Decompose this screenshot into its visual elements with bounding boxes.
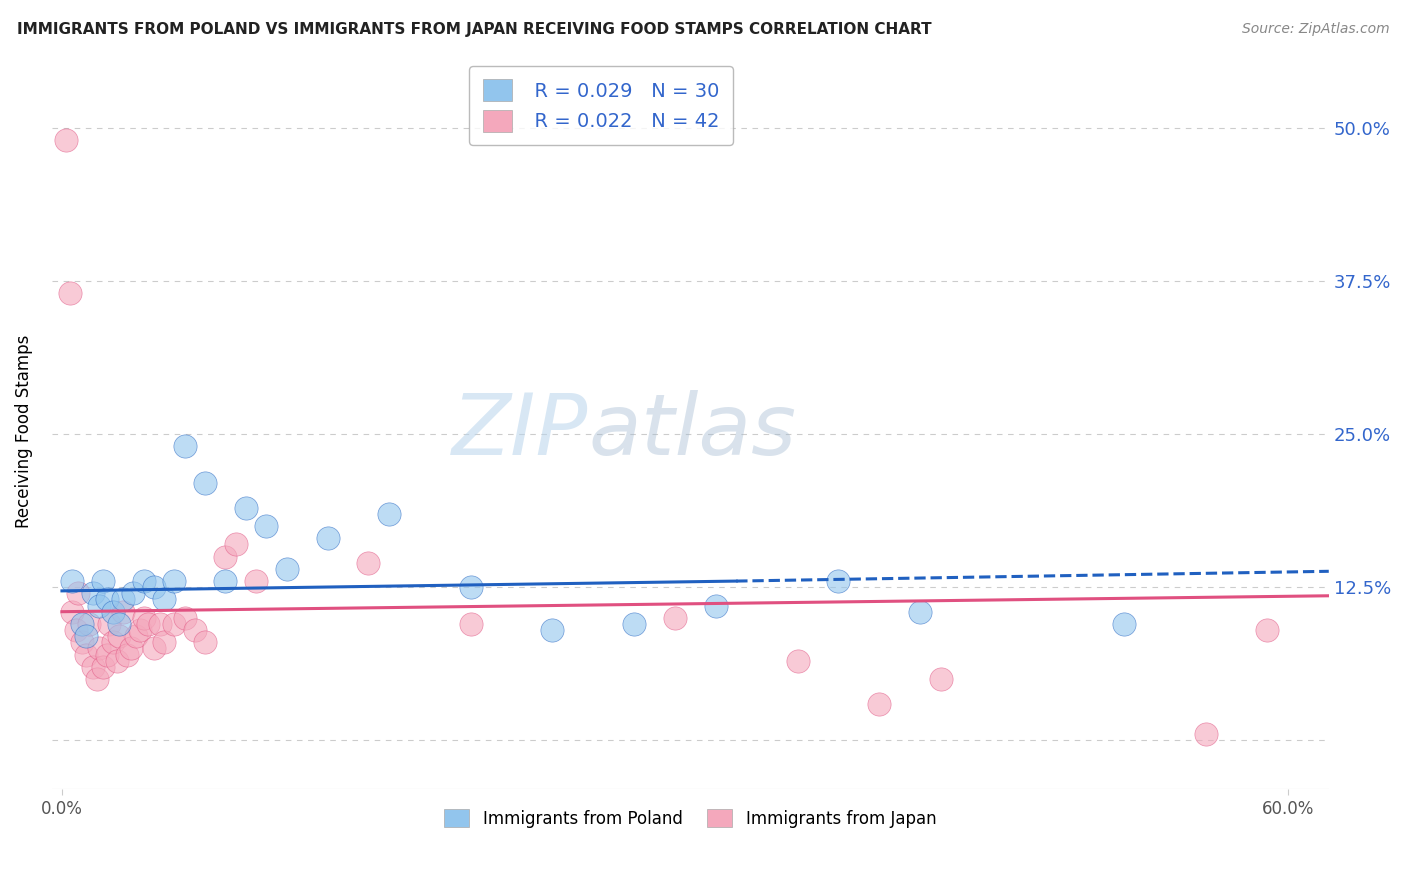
Point [149, 616, 172, 631]
Point [827, 574, 849, 588]
Point [194, 476, 217, 491]
Point [153, 635, 176, 649]
Point [86, 672, 108, 686]
Point [87, 599, 110, 613]
Point [214, 574, 236, 588]
Point [76, 648, 98, 662]
Point [929, 672, 952, 686]
Point [225, 537, 247, 551]
Point [101, 605, 124, 619]
Point [97, 616, 120, 631]
Point [1256, 623, 1278, 637]
Point [153, 592, 176, 607]
Point [108, 616, 131, 631]
Point [96, 592, 118, 607]
Point [101, 635, 124, 649]
Point [87, 641, 110, 656]
Point [105, 654, 128, 668]
Point [357, 556, 380, 570]
Point [72, 635, 94, 649]
Point [120, 641, 142, 656]
Point [664, 611, 686, 625]
Point [623, 616, 645, 631]
Point [60, 605, 83, 619]
Point [91, 574, 114, 588]
Point [108, 629, 131, 643]
Point [96, 648, 118, 662]
Point [704, 599, 727, 613]
Point [76, 629, 98, 643]
Point [59, 286, 82, 301]
Point [132, 574, 155, 588]
Point [65, 623, 87, 637]
Point [117, 648, 139, 662]
Y-axis label: Receiving Food Stamps: Receiving Food Stamps [15, 334, 32, 528]
Point [136, 616, 159, 631]
Point [541, 623, 564, 637]
Point [214, 549, 236, 564]
Point [316, 531, 339, 545]
Point [91, 660, 114, 674]
Point [235, 500, 257, 515]
Text: IMMIGRANTS FROM POLAND VS IMMIGRANTS FROM JAPAN RECEIVING FOOD STAMPS CORRELATIO: IMMIGRANTS FROM POLAND VS IMMIGRANTS FRO… [17, 22, 932, 37]
Point [112, 592, 135, 607]
Point [82, 660, 104, 674]
Point [184, 623, 207, 637]
Point [163, 574, 186, 588]
Point [122, 586, 145, 600]
Point [1114, 616, 1136, 631]
Point [60, 574, 83, 588]
Point [378, 507, 401, 521]
Point [245, 574, 267, 588]
Point [163, 616, 186, 631]
Point [868, 697, 890, 711]
Point [142, 641, 165, 656]
Text: atlas: atlas [588, 390, 796, 473]
Point [173, 439, 195, 453]
Point [132, 611, 155, 625]
Text: ZIP: ZIP [451, 390, 588, 473]
Point [460, 580, 482, 594]
Point [786, 654, 808, 668]
Legend: Immigrants from Poland, Immigrants from Japan: Immigrants from Poland, Immigrants from … [437, 803, 943, 835]
Point [173, 611, 195, 625]
Point [72, 616, 94, 631]
Point [67, 586, 90, 600]
Point [194, 635, 217, 649]
Point [908, 605, 931, 619]
Point [55, 133, 77, 147]
Point [112, 605, 135, 619]
Point [82, 586, 104, 600]
Point [142, 580, 165, 594]
Point [460, 616, 482, 631]
Point [254, 519, 277, 533]
Point [128, 623, 150, 637]
Point [77, 616, 100, 631]
Point [124, 629, 146, 643]
Point [276, 562, 298, 576]
Text: Source: ZipAtlas.com: Source: ZipAtlas.com [1241, 22, 1389, 37]
Point [1195, 727, 1218, 741]
